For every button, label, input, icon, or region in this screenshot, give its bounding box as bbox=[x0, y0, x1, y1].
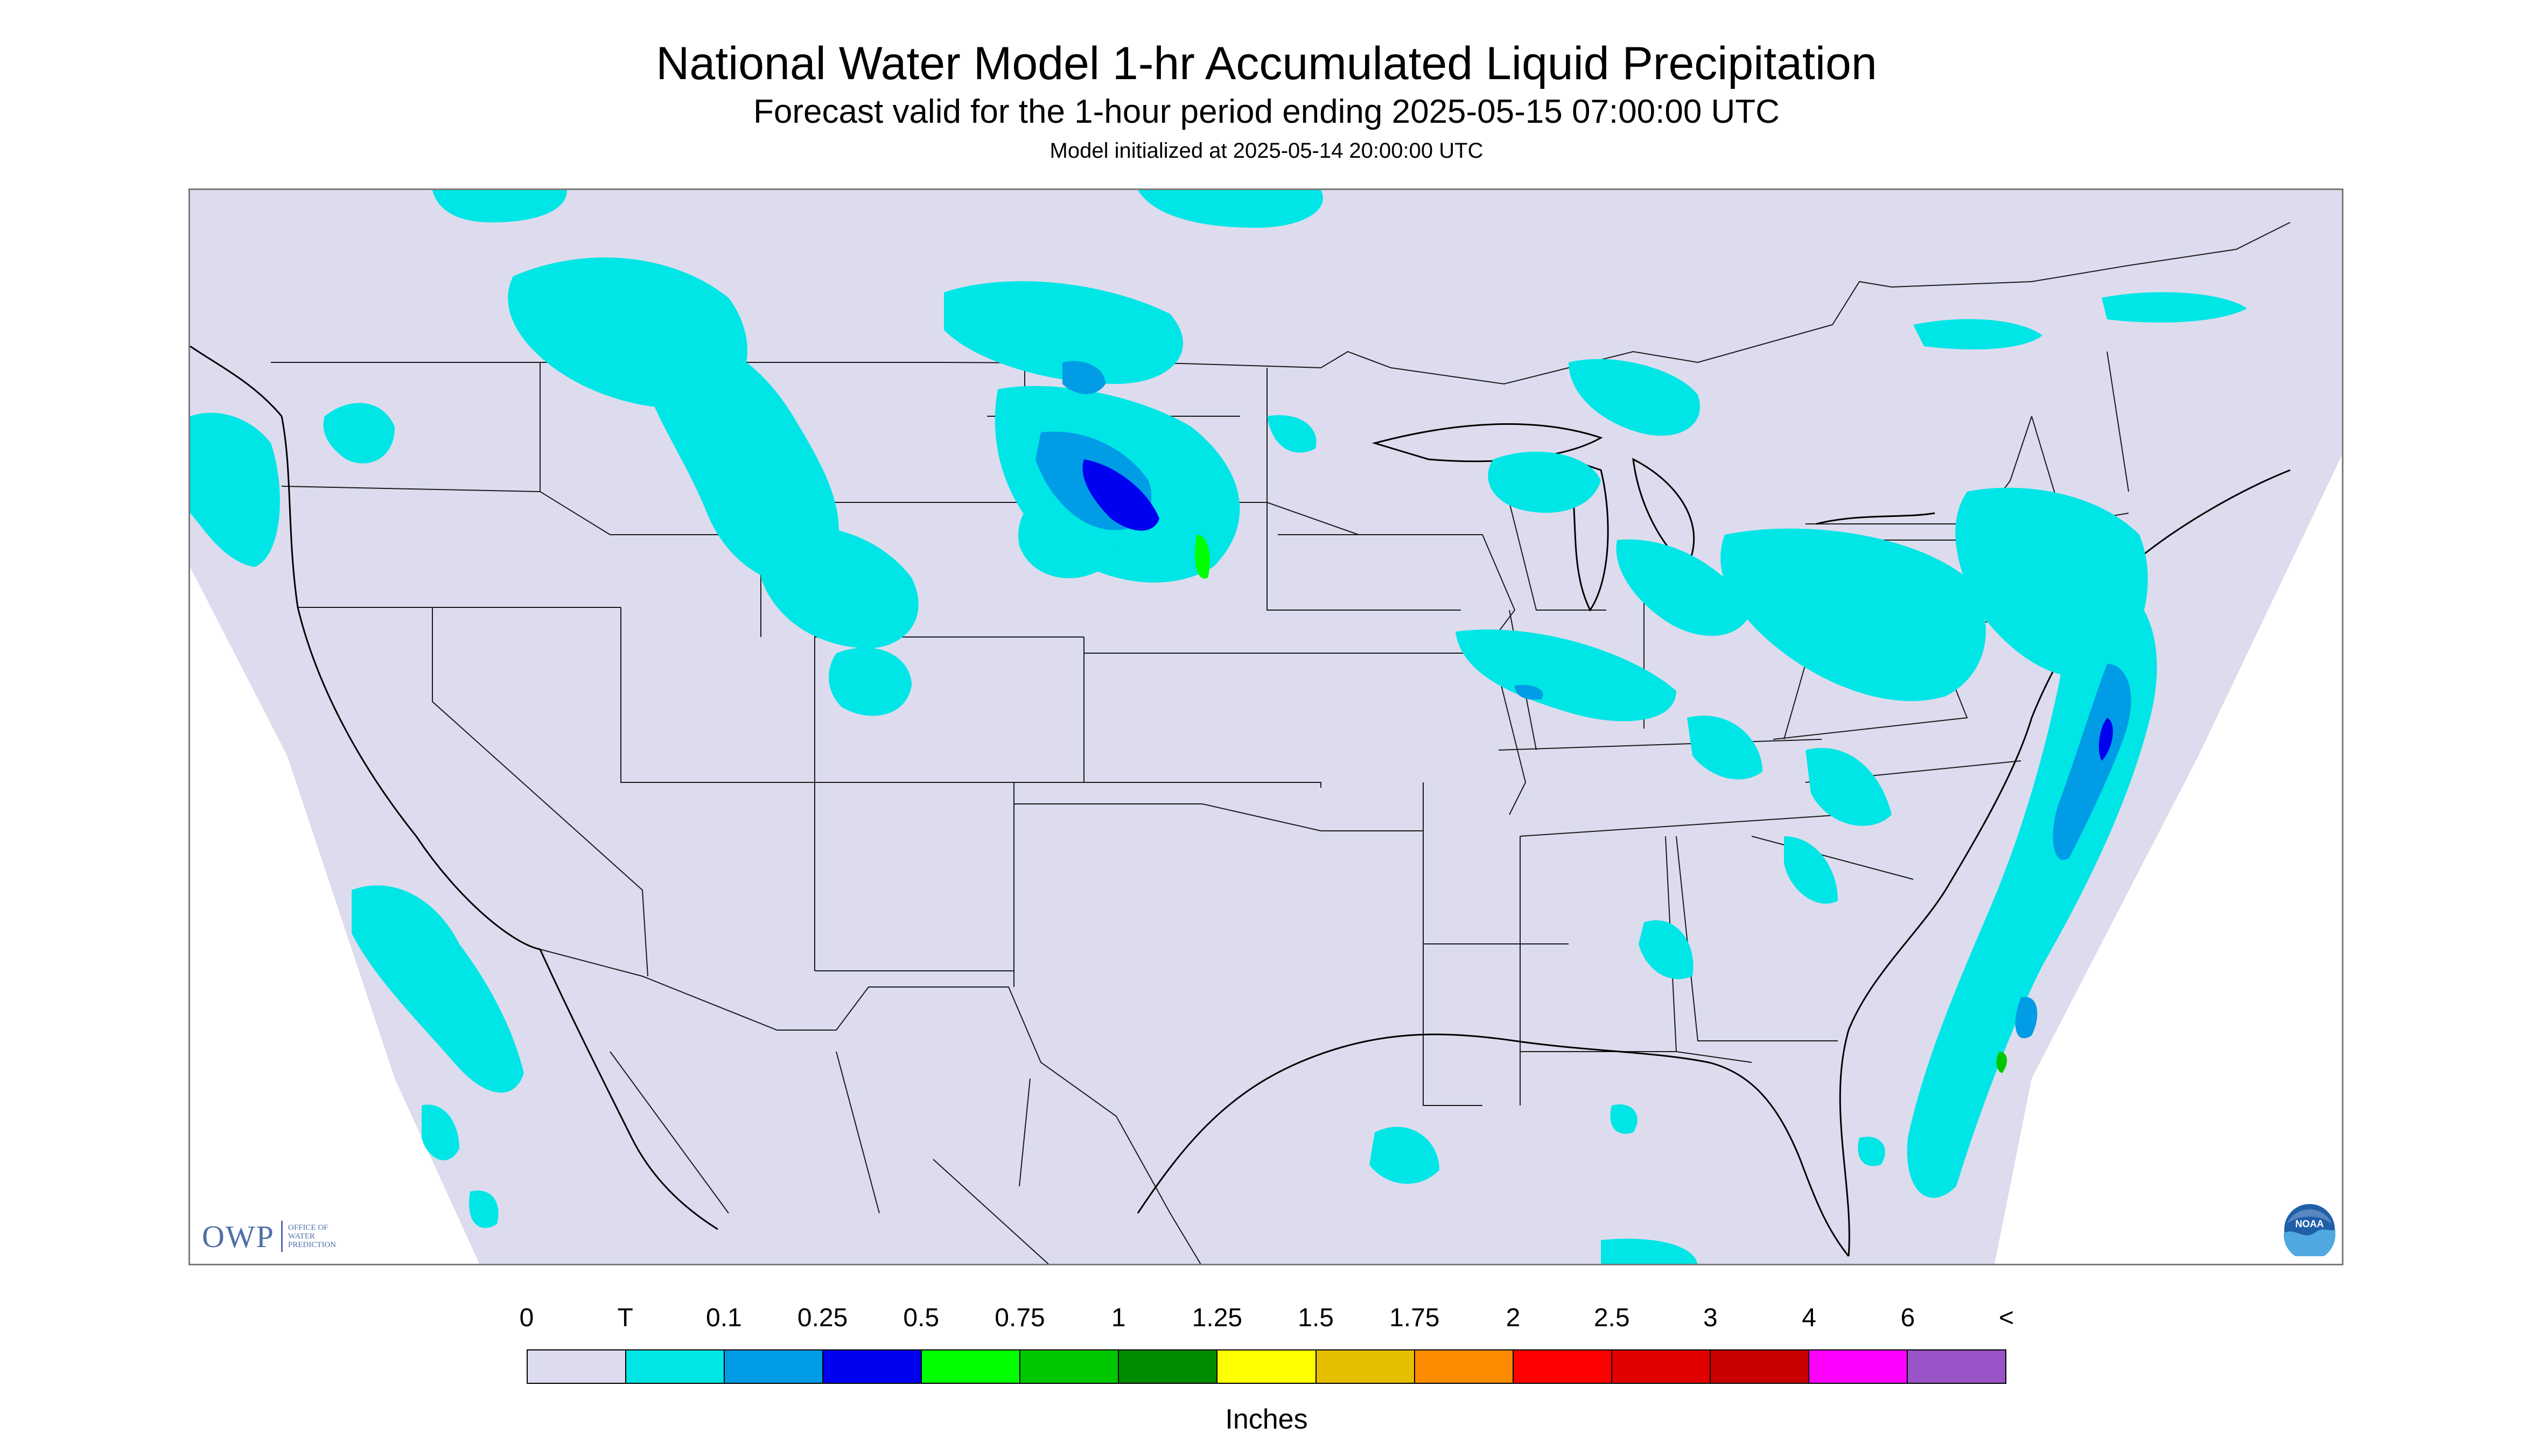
precip-0-75 bbox=[1996, 1052, 2007, 1073]
legend-label: 4 bbox=[1802, 1304, 1816, 1332]
legend-label: 0 bbox=[519, 1304, 534, 1332]
owp-logo: OWP OFFICE OF WATER PREDICTION bbox=[202, 1219, 336, 1254]
coastlines bbox=[190, 345, 2291, 1257]
legend-swatch bbox=[1710, 1350, 1809, 1383]
id-mt-border bbox=[540, 362, 755, 535]
legend-swatch bbox=[1612, 1350, 1711, 1383]
legend-swatch bbox=[1809, 1350, 1908, 1383]
pacific-coast bbox=[190, 345, 541, 950]
tn-ky-border bbox=[1498, 739, 1844, 837]
la-border bbox=[1423, 944, 1482, 1106]
legend-units: Inches bbox=[1225, 1404, 1308, 1435]
legend-label: T bbox=[617, 1304, 633, 1332]
precip-0-25 bbox=[1082, 459, 2113, 761]
chart-title: National Water Model 1-hr Accumulated Li… bbox=[656, 38, 1877, 89]
baja-coast bbox=[539, 949, 718, 1230]
legend-label: 0.1 bbox=[706, 1304, 742, 1332]
mexico-states bbox=[610, 1051, 1049, 1264]
legend-color-bar bbox=[527, 1349, 2006, 1384]
wa-or-border bbox=[281, 486, 541, 492]
mo-border bbox=[1310, 653, 1527, 815]
az-nm-border bbox=[621, 782, 1014, 971]
owp-mark: OWP bbox=[202, 1219, 275, 1254]
legend-label: 1.25 bbox=[1192, 1304, 1243, 1332]
map-domain bbox=[190, 190, 2342, 1264]
legend-label: < bbox=[1998, 1304, 2014, 1332]
legend-swatch bbox=[1415, 1350, 1514, 1383]
sc-ga-border bbox=[1676, 836, 1914, 1041]
great-lakes-superior bbox=[1372, 423, 1603, 463]
precip-trace bbox=[190, 190, 2247, 1264]
ok-tx-border bbox=[1014, 803, 1423, 831]
legend-label: 6 bbox=[1900, 1304, 1915, 1332]
atlantic-coast bbox=[1839, 469, 2291, 1257]
legend-swatch bbox=[1907, 1350, 2005, 1383]
legend-swatch bbox=[922, 1350, 1021, 1383]
nm-tx-border bbox=[815, 970, 1014, 987]
legend-swatch bbox=[1217, 1350, 1317, 1383]
great-lakes-ontario bbox=[1816, 512, 1935, 525]
noaa-text: NOAA bbox=[2296, 1219, 2324, 1229]
forecast-valid-subtitle: Forecast valid for the 1-hour period end… bbox=[753, 93, 1780, 130]
precipitation-map: OWP OFFICE OF WATER PREDICTION NOAA bbox=[188, 188, 2343, 1265]
legend-label: 0.25 bbox=[797, 1304, 848, 1332]
legend-label: 3 bbox=[1703, 1304, 1718, 1332]
legend-label: 1 bbox=[1111, 1304, 1126, 1332]
legend-swatch bbox=[725, 1350, 824, 1383]
gulf-coast bbox=[1137, 1033, 1850, 1257]
owp-text: OFFICE OF WATER PREDICTION bbox=[288, 1223, 337, 1249]
legend-label: 0.5 bbox=[903, 1304, 940, 1332]
owp-separator bbox=[281, 1221, 283, 1252]
legend-swatch bbox=[1020, 1350, 1119, 1383]
wi-mi-border bbox=[1498, 459, 1606, 611]
legend-swatch bbox=[823, 1350, 922, 1383]
legend-swatch bbox=[1119, 1350, 1218, 1383]
mn-border bbox=[1266, 368, 1461, 611]
legend-label: 1.5 bbox=[1298, 1304, 1334, 1332]
legend-swatch bbox=[626, 1350, 725, 1383]
legend-swatch bbox=[1513, 1350, 1612, 1383]
precipitation-legend: 0 T 0.1 0.25 0.5 0.75 1 1.25 1.5 1.75 2 2.5 3 4 6 < bbox=[520, 1303, 2014, 1389]
legend-label: 1.75 bbox=[1389, 1304, 1440, 1332]
precip-0-5 bbox=[1195, 535, 1210, 579]
legend-label: 2.5 bbox=[1593, 1304, 1630, 1332]
map-canvas bbox=[190, 190, 2342, 1264]
ks-ok-border bbox=[1014, 782, 1321, 788]
noaa-logo: NOAA bbox=[2283, 1203, 2336, 1256]
legend-label: 2 bbox=[1506, 1304, 1521, 1332]
legend-label: 0.75 bbox=[995, 1304, 1045, 1332]
model-init-label: Model initialized at 2025-05-14 20:00:00… bbox=[1049, 139, 1484, 163]
fl-panhandle bbox=[1520, 1051, 1752, 1063]
great-lakes-michigan bbox=[1568, 458, 1609, 612]
legend-swatch bbox=[528, 1350, 627, 1383]
us-mexico-border bbox=[540, 949, 1201, 1264]
ca-nv-border bbox=[432, 607, 648, 977]
legend-swatch bbox=[1316, 1350, 1415, 1383]
